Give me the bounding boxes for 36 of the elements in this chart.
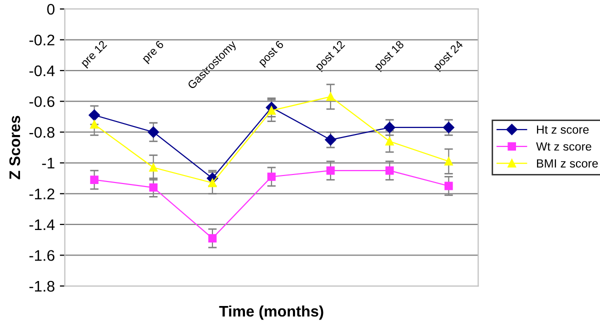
y-tick-label: -0.4	[29, 65, 55, 76]
point	[385, 166, 394, 175]
y-tick-label: 0	[47, 4, 54, 15]
y-tick-label: -0.6	[29, 96, 54, 108]
point	[149, 183, 158, 192]
point	[385, 137, 394, 146]
legend-label: Ht z score	[537, 126, 589, 134]
point	[90, 120, 98, 129]
legend-label: Wt z score	[536, 142, 592, 151]
point	[326, 166, 335, 175]
point	[208, 178, 217, 188]
y-tick-label: -1.4	[29, 219, 55, 230]
legend-label: BMI z score	[537, 159, 598, 168]
point	[90, 176, 98, 184]
y-tick-label: -1.8	[29, 280, 54, 292]
x-tick-label: pre 12	[80, 40, 109, 69]
point	[267, 172, 276, 181]
point	[88, 110, 100, 121]
y-tick-label: -1.6	[29, 250, 54, 261]
point	[443, 122, 454, 134]
point	[444, 182, 453, 190]
y-axis-title: Z Scores	[9, 116, 20, 180]
x-tick-label: pre 6	[141, 40, 166, 64]
point	[267, 106, 276, 115]
y-tick-label: -1.2	[29, 188, 54, 200]
point	[208, 234, 217, 242]
y-tick-label: -0.8	[29, 126, 54, 138]
point	[149, 163, 158, 172]
y-tick-label: -1	[42, 158, 54, 168]
y-tick-label: -0.2	[29, 34, 54, 46]
point	[384, 122, 396, 134]
x-axis-title: Time (months)	[219, 305, 324, 320]
point	[148, 126, 159, 138]
point	[326, 92, 335, 101]
point	[444, 157, 453, 166]
point	[324, 134, 336, 146]
